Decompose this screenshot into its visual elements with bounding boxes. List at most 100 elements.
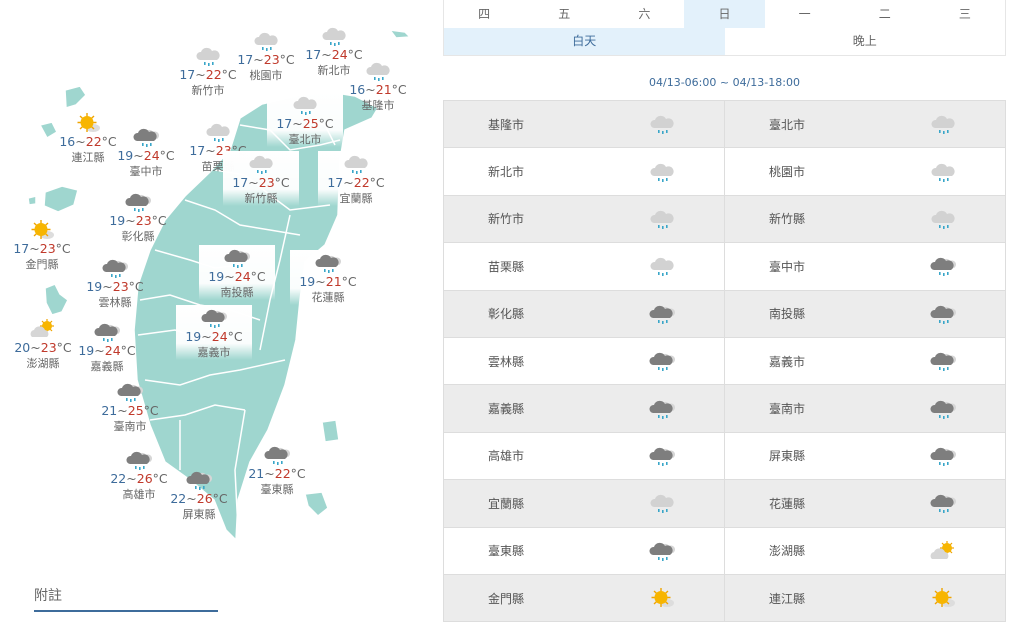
city-cell[interactable]: 新竹縣 <box>724 194 1006 244</box>
temperature-range: 19~21°C <box>290 274 366 290</box>
location-name: 金門縣 <box>25 258 59 271</box>
high-temp: 24 <box>211 329 228 344</box>
city-cell[interactable]: 彰化縣 <box>443 289 725 338</box>
city-name: 高雄市 <box>487 449 524 464</box>
tilde: ~ <box>343 175 354 190</box>
temperature-range: 22~26°C <box>101 471 177 487</box>
location-name: 嘉義縣 <box>90 360 124 373</box>
tab-day[interactable]: 六 <box>638 7 651 21</box>
light-rain-icon <box>194 45 222 67</box>
tab-day[interactable]: 日 <box>684 0 765 28</box>
rain-icon <box>200 307 228 329</box>
map-location[interactable]: 19~24°C 南投縣 <box>199 245 275 300</box>
map-location[interactable]: 16~21°C 基隆市 <box>340 60 416 113</box>
period-tabs: 白天 晚上 <box>443 28 1006 56</box>
city-cell[interactable]: 新北市 <box>443 147 725 196</box>
temperature-range: 17~22°C <box>170 67 246 83</box>
map-location[interactable]: 17~24°C 新北市 <box>296 25 372 78</box>
high-temp: 24 <box>331 47 348 62</box>
tab-day[interactable]: 五 <box>558 7 571 21</box>
city-cell[interactable]: 嘉義縣 <box>443 384 725 433</box>
map-location[interactable]: 21~25°C 臺南市 <box>92 381 168 434</box>
time-range: 04/13-06:00 ~ 04/13-18:00 <box>649 76 800 89</box>
city-name: 基隆市 <box>487 117 524 132</box>
high-temp: 23 <box>112 279 129 294</box>
unit: °C <box>152 471 168 486</box>
map-location[interactable]: 16~22°C 連江縣 <box>50 112 126 165</box>
rain-icon <box>929 255 957 277</box>
unit: °C <box>221 67 237 82</box>
map-location[interactable]: 17~25°C 臺北市 <box>267 92 343 147</box>
tab-daytime[interactable]: 白天 <box>444 28 725 55</box>
tab-day[interactable]: 一 <box>798 7 811 21</box>
unit: °C <box>151 213 167 228</box>
partly-cloudy-icon <box>929 540 957 562</box>
temperature-range: 20~23°C <box>5 340 81 356</box>
unit: °C <box>227 329 243 344</box>
city-cell[interactable]: 臺南市 <box>724 384 1006 433</box>
city-cell[interactable]: 臺北市 <box>724 99 1006 149</box>
tilde: ~ <box>321 47 332 62</box>
map-location[interactable]: 17~23°C 金門縣 <box>4 219 80 272</box>
city-cell[interactable]: 連江縣 <box>724 573 1006 623</box>
city-cell[interactable]: 金門縣 <box>443 573 725 623</box>
tab-day[interactable]: 三 <box>958 7 971 21</box>
map-location[interactable]: 20~23°C 澎湖縣 <box>5 318 81 371</box>
map-location[interactable]: 19~23°C 雲林縣 <box>77 257 153 310</box>
map-location[interactable]: 19~23°C 彰化縣 <box>100 191 176 244</box>
map-location[interactable]: 19~24°C 臺中市 <box>108 126 184 179</box>
temperature-range: 22~26°C <box>161 491 237 507</box>
city-cell[interactable]: 嘉義市 <box>724 336 1006 386</box>
map-location[interactable]: 17~23°C 新竹縣 <box>223 151 299 206</box>
low-temp: 17 <box>232 175 249 190</box>
table-row: 新竹市 新竹縣 <box>443 194 1006 244</box>
city-name: 苗栗縣 <box>487 259 524 274</box>
tab-night[interactable]: 晚上 <box>852 34 877 48</box>
partly-cloudy-icon <box>29 318 57 340</box>
map-location[interactable]: 19~24°C 嘉義縣 <box>69 321 145 374</box>
city-cell[interactable]: 宜蘭縣 <box>443 479 725 528</box>
rain-icon <box>929 492 957 514</box>
high-temp: 26 <box>136 471 153 486</box>
map-location[interactable]: 19~21°C 花蓮縣 <box>290 250 366 305</box>
map-location[interactable]: 19~24°C 嘉義市 <box>176 305 252 360</box>
city-cell[interactable]: 花蓮縣 <box>724 479 1006 528</box>
table-row: 新北市 桃園市 <box>443 147 1006 196</box>
city-cell[interactable]: 雲林縣 <box>443 336 725 386</box>
city-cell[interactable]: 新竹市 <box>443 194 725 244</box>
light-rain-icon <box>648 161 676 183</box>
rain-icon <box>132 126 160 148</box>
light-rain-icon <box>364 60 392 82</box>
city-cell[interactable]: 基隆市 <box>443 99 725 149</box>
map-location[interactable]: 22~26°C 高雄市 <box>101 449 177 502</box>
city-name: 新竹市 <box>487 212 524 227</box>
city-cell[interactable]: 桃園市 <box>724 147 1006 196</box>
unit: °C <box>120 343 136 358</box>
map-location[interactable]: 22~26°C 屏東縣 <box>161 469 237 522</box>
location-name: 高雄市 <box>122 488 156 501</box>
map-location[interactable]: 17~23°C 桃園市 <box>228 30 304 83</box>
city-cell[interactable]: 屏東縣 <box>724 431 1006 481</box>
light-rain-icon <box>929 208 957 230</box>
city-cell[interactable]: 臺中市 <box>724 242 1006 291</box>
city-cell[interactable]: 南投縣 <box>724 289 1006 338</box>
temperature-range: 21~25°C <box>92 403 168 419</box>
low-temp: 17 <box>237 52 254 67</box>
light-rain-icon <box>252 30 280 52</box>
map-location[interactable]: 21~22°C 臺東縣 <box>239 444 315 497</box>
map-location[interactable]: 17~22°C 新竹市 <box>170 45 246 98</box>
tab-day[interactable]: 二 <box>878 7 891 21</box>
forecast-panel: 四 五 六 日 一 二 三 白天 晚上 04/13-06:00 ~ 04/13-18:00 基… <box>443 0 1006 623</box>
map-location[interactable]: 17~22°C 宜蘭縣 <box>318 151 394 206</box>
unit: °C <box>279 52 295 67</box>
city-cell[interactable]: 澎湖縣 <box>724 526 1006 575</box>
city-cell[interactable]: 苗栗縣 <box>443 242 725 291</box>
sunny-icon <box>929 587 957 609</box>
city-cell[interactable]: 臺東縣 <box>443 526 725 575</box>
city-name: 嘉義縣 <box>487 402 524 417</box>
low-temp: 21 <box>101 403 118 418</box>
rain-icon <box>648 445 676 467</box>
high-temp: 23 <box>40 340 57 355</box>
tab-day[interactable]: 四 <box>478 7 491 21</box>
city-cell[interactable]: 高雄市 <box>443 431 725 481</box>
